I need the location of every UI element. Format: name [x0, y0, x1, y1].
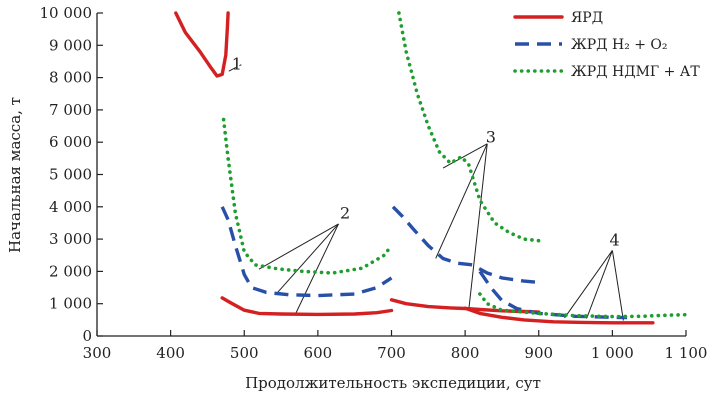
annotation-leader	[586, 250, 613, 319]
legend-label: ЯРД	[571, 10, 603, 26]
y-tick-label: 9 000	[49, 36, 92, 54]
annotation-leader	[611, 250, 624, 321]
x-tick-label: 300	[83, 344, 112, 362]
x-axis-label: Продолжительность экспедиции, сут	[245, 374, 541, 392]
series-line	[391, 205, 543, 285]
y-tick-label: 7 000	[49, 101, 92, 119]
x-tick-label: 500	[230, 344, 259, 362]
y-axis-label: Начальная масса, т	[6, 97, 24, 253]
x-tick-label: 700	[377, 344, 406, 362]
annotation-leader	[468, 143, 488, 310]
x-tick-label: 400	[156, 344, 185, 362]
annotation-leader	[228, 64, 242, 72]
annotation-label: 2	[340, 203, 350, 222]
annotation-leader	[442, 143, 488, 169]
annotation-leader	[295, 223, 339, 314]
y-tick-label: 3 000	[49, 230, 92, 248]
annotation-leader	[435, 143, 488, 259]
annotation-leader	[277, 223, 339, 294]
series-2	[220, 205, 628, 320]
series-line	[221, 117, 394, 275]
x-tick-label: 900	[524, 344, 553, 362]
y-tick-label: 8 000	[49, 69, 92, 87]
series-line	[463, 306, 655, 325]
legend: ЯРД ЖРД H₂ + O₂ ЖРД НДМГ + АТ	[505, 2, 705, 82]
y-tick-label: 1 000	[49, 295, 92, 313]
annotation-leader	[258, 223, 339, 270]
series-layer	[174, 11, 688, 325]
x-tick-label: 600	[304, 344, 333, 362]
legend-label: ЖРД НДМГ + АТ	[571, 64, 700, 80]
annotation-label: 3	[486, 127, 496, 146]
y-tick-label: 4 000	[49, 198, 92, 216]
x-tick-label: 1 000	[591, 344, 634, 362]
series-3	[221, 11, 688, 319]
annotation-layer: 1 2 3 4	[228, 55, 624, 321]
series-line	[478, 292, 688, 319]
annotation-label: 1	[232, 55, 242, 74]
y-tick-label: 5 000	[49, 166, 92, 184]
series-line	[220, 296, 394, 317]
series-line	[220, 206, 393, 298]
x-tick-label: 800	[451, 344, 480, 362]
series-line	[174, 11, 230, 78]
y-tick-label: 10 000	[40, 4, 93, 22]
y-tick-label: 2 000	[49, 262, 92, 280]
y-tick-label: 0	[82, 327, 92, 345]
annotation-label: 4	[609, 231, 619, 250]
legend-label: ЖРД H₂ + O₂	[571, 37, 668, 53]
series-1	[174, 11, 655, 325]
x-tick-label: 1 100	[665, 344, 708, 362]
series-line	[389, 298, 541, 314]
y-tick-label: 6 000	[49, 133, 92, 151]
annotation-leader	[564, 250, 613, 319]
